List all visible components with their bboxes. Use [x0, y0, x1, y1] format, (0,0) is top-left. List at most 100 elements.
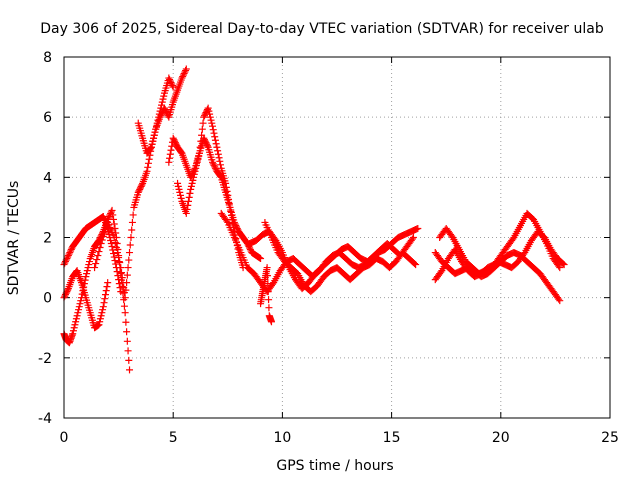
- data-point: [212, 140, 220, 148]
- data-point: [209, 158, 217, 166]
- data-point: [122, 286, 130, 294]
- data-point: [125, 356, 133, 364]
- data-point: [174, 182, 182, 190]
- data-point: [76, 300, 84, 308]
- data-point: [110, 215, 118, 223]
- data-points: [60, 65, 568, 374]
- data-point: [113, 268, 121, 276]
- data-point: [159, 95, 167, 103]
- data-point: [210, 161, 218, 169]
- data-point: [226, 203, 234, 211]
- data-point: [414, 224, 422, 232]
- data-point: [160, 104, 168, 112]
- y-tick-label: -2: [38, 351, 52, 367]
- data-point: [222, 179, 230, 187]
- tick-labels: 0 5 10 15 20 25 -4 -2 0 2 4 6 8: [38, 50, 619, 446]
- data-point: [213, 143, 221, 151]
- data-point: [197, 137, 205, 145]
- data-point: [118, 269, 126, 277]
- data-point: [109, 246, 117, 254]
- data-point: [124, 264, 132, 272]
- data-point: [209, 122, 217, 130]
- data-point: [111, 257, 119, 265]
- data-point: [150, 134, 158, 142]
- data-point: [128, 226, 136, 234]
- data-point: [164, 112, 172, 120]
- data-point: [224, 191, 232, 199]
- series-track-n: [436, 224, 568, 278]
- data-point: [166, 77, 174, 85]
- data-point: [70, 324, 78, 332]
- x-tick-label: 0: [60, 430, 69, 446]
- data-point: [85, 258, 93, 266]
- data-point: [203, 140, 211, 148]
- data-point: [69, 330, 77, 338]
- data-point: [169, 134, 177, 142]
- data-point: [412, 261, 420, 269]
- data-point: [95, 248, 103, 256]
- data-point: [217, 161, 225, 169]
- data-point: [196, 143, 204, 151]
- data-point: [125, 256, 133, 264]
- data-point: [167, 146, 175, 154]
- data-point: [143, 167, 151, 175]
- data-point: [555, 262, 563, 270]
- data-point: [193, 158, 201, 166]
- data-point: [67, 247, 75, 255]
- data-point: [203, 106, 211, 114]
- data-point: [97, 240, 105, 248]
- data-point: [185, 193, 193, 201]
- data-point: [209, 160, 217, 168]
- data-point: [556, 264, 564, 272]
- data-point: [180, 70, 188, 78]
- data-point: [520, 250, 528, 258]
- data-point: [192, 161, 200, 169]
- chart-title: Day 306 of 2025, Sidereal Day-to-day VTE…: [40, 21, 604, 37]
- data-point: [124, 347, 132, 355]
- data-point: [156, 113, 164, 121]
- data-point: [127, 234, 135, 241]
- data-point: [92, 260, 100, 268]
- data-point: [166, 150, 174, 158]
- data-point: [134, 188, 142, 196]
- series-track-j: [261, 218, 420, 296]
- data-point: [116, 259, 124, 267]
- data-point: [150, 131, 158, 139]
- data-point: [114, 272, 122, 280]
- data-point: [409, 234, 417, 241]
- data-point: [64, 252, 72, 260]
- data-point: [171, 137, 179, 145]
- data-point: [72, 318, 80, 326]
- y-tick-label: 0: [43, 291, 52, 307]
- data-point: [110, 250, 118, 258]
- data-point: [174, 179, 182, 187]
- data-point: [102, 287, 110, 295]
- data-point: [121, 294, 129, 302]
- data-point: [108, 206, 116, 214]
- data-point: [177, 194, 185, 202]
- data-point: [182, 209, 190, 217]
- data-point: [206, 113, 214, 121]
- series-track-i: [246, 227, 417, 293]
- data-point: [94, 252, 102, 260]
- data-point: [120, 302, 128, 310]
- data-point: [123, 271, 131, 279]
- data-point: [187, 185, 195, 193]
- data-point: [137, 182, 145, 190]
- data-point: [115, 254, 123, 262]
- data-point: [223, 217, 231, 225]
- data-point: [198, 131, 206, 139]
- data-point: [83, 267, 91, 275]
- data-point: [194, 155, 202, 163]
- series-track-d: [91, 74, 177, 302]
- x-axis-title: GPS time / hours: [276, 458, 393, 474]
- data-point: [136, 184, 144, 192]
- data-point: [214, 147, 222, 155]
- data-point: [216, 157, 224, 165]
- x-tick-label: 15: [383, 430, 401, 446]
- data-point: [117, 288, 125, 296]
- data-point: [72, 315, 80, 323]
- y-tick-label: 4: [43, 170, 52, 186]
- data-point: [207, 116, 215, 124]
- data-point: [182, 67, 190, 75]
